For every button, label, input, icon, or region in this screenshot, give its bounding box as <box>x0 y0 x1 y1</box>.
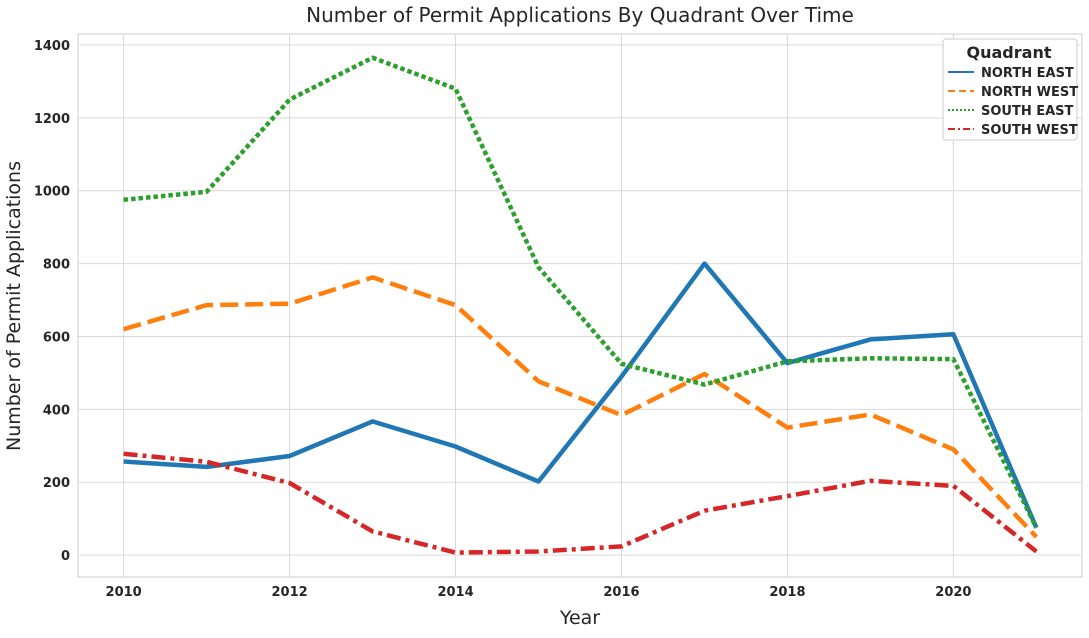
legend-label: NORTH WEST <box>981 85 1078 100</box>
chart-title: Number of Permit Applications By Quadran… <box>306 3 854 27</box>
series-line-south-east <box>123 55 1039 529</box>
y-tick-label: 600 <box>43 330 70 345</box>
legend: Quadrant NORTH EAST NORTH WEST SOUTH EAST S… <box>942 38 1078 141</box>
y-tick-label: 1400 <box>34 39 70 54</box>
y-tick-label: 1000 <box>34 185 70 200</box>
legend-items: NORTH EAST NORTH WEST SOUTH EAST SOUTH WEST <box>948 66 1078 138</box>
legend-title: Quadrant <box>967 43 1052 62</box>
x-tick-label: 2012 <box>271 585 307 600</box>
y-tick-label: 200 <box>43 476 70 491</box>
series-group <box>122 55 1039 555</box>
series-line-south-west <box>123 451 1038 555</box>
x-tick-label: 2016 <box>603 585 639 600</box>
legend-label: NORTH EAST <box>981 66 1074 81</box>
x-tick-label: 2014 <box>437 585 473 600</box>
x-tick-label: 2018 <box>769 585 805 600</box>
x-tick-label: 2010 <box>106 585 142 600</box>
legend-label: SOUTH EAST <box>981 104 1074 119</box>
y-tick-label: 1200 <box>34 112 70 127</box>
y-tick-label: 400 <box>43 403 70 418</box>
x-axis-label: Year <box>559 607 600 629</box>
legend-label: SOUTH WEST <box>981 123 1078 138</box>
y-tick-label: 0 <box>61 549 70 564</box>
y-axis-label: Number of Permit Applications <box>3 161 25 451</box>
series-line-north-west <box>122 275 1039 539</box>
y-tick-label: 800 <box>43 258 70 273</box>
x-tick-label: 2020 <box>935 585 971 600</box>
tick-labels: 0 200 400 600 800 1000 1200 1400 2010 2012 2014 201… <box>34 39 972 600</box>
series-line-north-east <box>123 261 1039 529</box>
legend-box <box>942 38 1078 141</box>
